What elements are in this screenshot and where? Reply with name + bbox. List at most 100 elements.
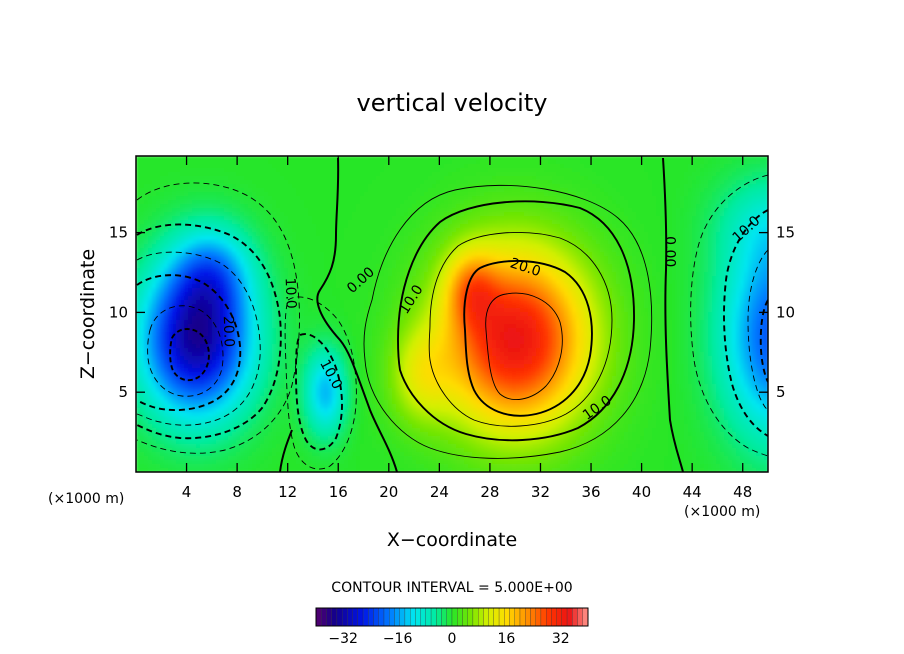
- colorbar-cell: [457, 607, 463, 627]
- x-tick-label: 32: [531, 483, 550, 501]
- colorbar-tick-label: 32: [552, 631, 570, 647]
- colorbar-cell: [415, 607, 421, 627]
- contour-neg-15: [136, 251, 261, 426]
- contour-neg-30: [169, 328, 210, 382]
- contour-neg-right-10: [723, 209, 768, 437]
- colorbar-cell: [451, 607, 458, 627]
- contour-neg-right-20: [759, 299, 768, 383]
- x-tick-label: 40: [632, 483, 651, 501]
- colorbar-cell: [352, 607, 358, 627]
- x-axis-unit: (×1000 m): [684, 504, 760, 520]
- contour-zero-left: [316, 157, 398, 472]
- contour-pos-5: [363, 184, 653, 459]
- y-axis-label: Z−coordinate: [77, 249, 99, 379]
- colorbar-cell: [535, 607, 542, 627]
- colorbar-cell: [404, 607, 411, 627]
- contour-neg-mid-5: [284, 296, 357, 470]
- colorbar-cell: [441, 607, 447, 627]
- colorbar-cell: [410, 607, 416, 627]
- colorbar-cell: [483, 607, 489, 627]
- colorbar-cell: [561, 607, 568, 627]
- contour-label: 0.00: [661, 236, 677, 267]
- colorbar-cell: [566, 607, 573, 627]
- x-tick-label: 24: [430, 483, 449, 501]
- x-tick-label: 48: [733, 483, 752, 501]
- colorbar-cell: [504, 607, 510, 627]
- colorbar-cell: [430, 607, 437, 627]
- contour-zero-small: [279, 429, 293, 472]
- colorbar-tick-label: −16: [383, 631, 413, 647]
- plot-frame: [135, 155, 769, 473]
- contour-pos-10: [397, 200, 635, 442]
- colorbar-cell: [425, 607, 432, 627]
- colorbar-cell: [383, 607, 390, 627]
- y-axis-ticks: 5 5 10 10 15 15: [109, 224, 795, 402]
- colorbar-cell: [436, 607, 442, 627]
- colorbar-cell: [572, 607, 578, 627]
- y-tick-label: 10: [109, 303, 128, 321]
- contour-zero-right: [662, 157, 684, 472]
- y-tick-label-right: 15: [776, 224, 795, 242]
- colorbar-cell: [525, 607, 531, 627]
- colorbar-ticks: −32 −16 0 16 32: [328, 631, 569, 647]
- colorbar-cell: [378, 607, 385, 627]
- colorbar-cell: [342, 607, 348, 627]
- x-tick-label: 20: [379, 483, 398, 501]
- y-axis-unit: (×1000 m): [48, 491, 124, 507]
- contour-neg-right-5: [690, 174, 768, 457]
- colorbar-cell: [420, 607, 426, 627]
- colorbar-cell: [462, 607, 468, 627]
- x-tick-label: 28: [480, 483, 499, 501]
- colorbar-cell: [514, 607, 521, 627]
- colorbar-tick-label: 0: [448, 631, 457, 647]
- y-tick-label-right: 10: [776, 303, 795, 321]
- contour-pos-20: [463, 260, 593, 417]
- colorbar: [315, 607, 589, 627]
- colorbar-cell: [373, 607, 379, 627]
- contour-neg-20: [136, 274, 242, 412]
- colorbar-cell: [331, 607, 338, 627]
- colorbar-cell: [551, 607, 557, 627]
- colorbar-cell: [530, 607, 536, 627]
- x-axis-ticks: 4 8 12 16 20 24 28 32 36 40 44 48: [182, 156, 752, 501]
- colorbar-cell: [488, 607, 494, 627]
- x-axis-label: X−coordinate: [387, 529, 517, 551]
- velocity-field: [136, 156, 768, 472]
- y-tick-label: 15: [109, 224, 128, 242]
- colorbar-cell: [478, 607, 484, 627]
- contour-label: 20.0: [220, 316, 237, 348]
- x-tick-label: 44: [683, 483, 702, 501]
- contour-neg-mid-10: [295, 333, 343, 451]
- colorbar-cell: [347, 607, 353, 627]
- x-tick-label: 36: [581, 483, 600, 501]
- contour-pos-15: [428, 232, 613, 427]
- colorbar-cell: [315, 607, 322, 627]
- contour-pos-25: [485, 292, 563, 401]
- colorbar-cell: [519, 607, 526, 627]
- colorbar-cell: [582, 607, 589, 627]
- colorbar-cell: [493, 607, 500, 627]
- y-tick-label: 5: [118, 383, 128, 401]
- colorbar-cell: [546, 607, 552, 627]
- colorbar-cell: [336, 607, 343, 627]
- contour-interval-text: CONTOUR INTERVAL = 5.000E+00: [331, 580, 572, 596]
- colorbar-cell: [467, 607, 474, 627]
- colorbar-cell: [394, 607, 400, 627]
- colorbar-frame: [315, 607, 589, 627]
- colorbar-cell: [446, 607, 453, 627]
- colorbar-cell: [321, 607, 327, 627]
- colorbar-tick-label: −32: [328, 631, 358, 647]
- colorbar-cell: [357, 607, 364, 627]
- colorbar-cell: [368, 607, 374, 627]
- colorbar-cell: [399, 607, 406, 627]
- colorbar-cell: [509, 607, 515, 627]
- colorbar-cell: [498, 607, 505, 627]
- colorbar-cell: [472, 607, 479, 627]
- chart-title: vertical velocity: [357, 89, 548, 117]
- x-tick-label: 12: [278, 483, 297, 501]
- contour-neg-25: [147, 305, 224, 397]
- x-tick-label: 8: [232, 483, 242, 501]
- contour-neg-10: [136, 223, 282, 440]
